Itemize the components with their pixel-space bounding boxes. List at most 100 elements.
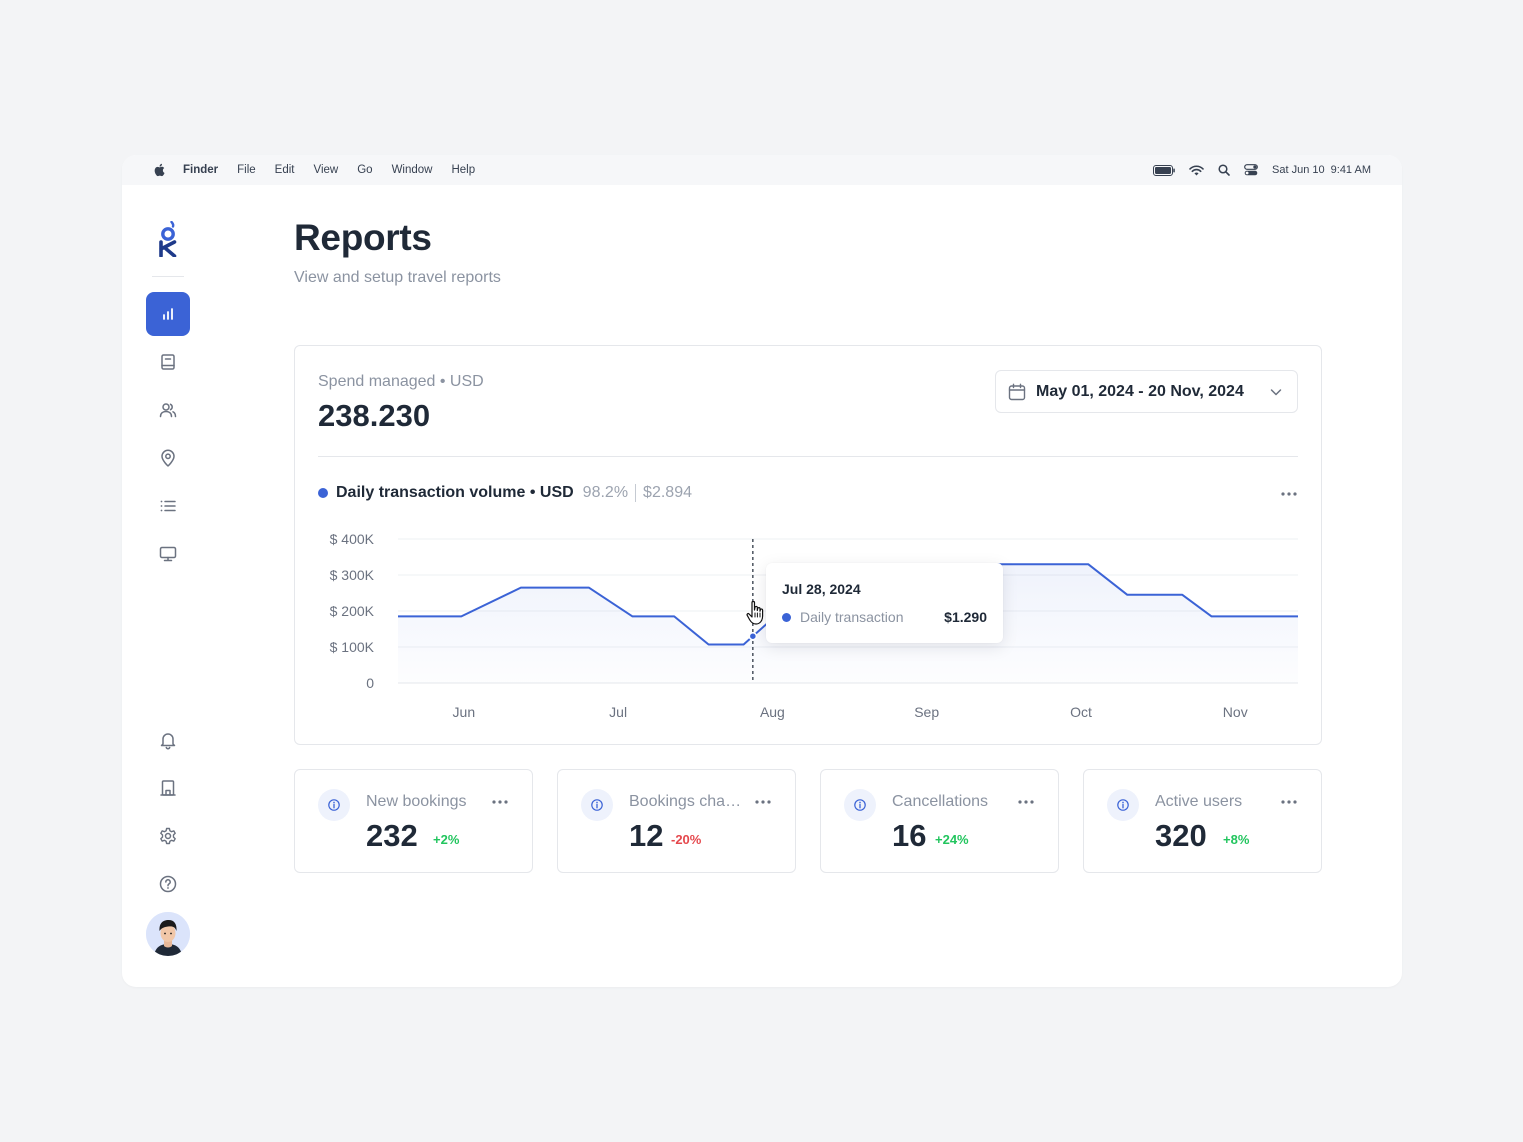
- nav-notifications[interactable]: [146, 718, 190, 762]
- users-icon: [159, 403, 177, 418]
- tooltip-value: $1.290: [944, 609, 987, 625]
- nav-help[interactable]: [146, 862, 190, 906]
- nav-locations[interactable]: [146, 436, 190, 480]
- gear-icon: [160, 827, 176, 845]
- menu-file[interactable]: File: [237, 164, 256, 176]
- stat-info-badge: [581, 789, 613, 821]
- menu-window[interactable]: Window: [391, 164, 433, 176]
- apple-icon[interactable]: [153, 163, 165, 177]
- monitor-icon: [159, 546, 177, 562]
- legend-amount: $2.894: [643, 484, 692, 501]
- stat-info-badge: [844, 789, 876, 821]
- nav-travelers[interactable]: [146, 388, 190, 432]
- menu-edit[interactable]: Edit: [274, 164, 295, 176]
- list-icon: [160, 500, 176, 512]
- y-tick-label: $ 100K: [330, 639, 375, 655]
- chevron-down-icon: [1270, 389, 1282, 396]
- control-center-icon[interactable]: [1244, 164, 1258, 176]
- stat-label: Cancellations: [892, 793, 989, 810]
- user-avatar-icon: [146, 912, 190, 956]
- spend-value: 238.230: [318, 398, 431, 433]
- stat-value: 16: [892, 818, 927, 853]
- stat-more-icon[interactable]: [1280, 799, 1298, 805]
- info-icon: [854, 799, 866, 811]
- book-icon: [161, 354, 175, 370]
- spend-label: Spend managed • USD: [318, 373, 484, 390]
- chart-more-icon[interactable]: [1280, 491, 1298, 497]
- stat-change: +24%: [935, 832, 969, 847]
- battery-icon[interactable]: [1153, 164, 1175, 176]
- spend-card: Spend managed • USD 238.230 May 01, 2024…: [294, 345, 1322, 745]
- x-axis: Jun Jul Aug Sep Oct Nov: [453, 704, 1248, 720]
- status-area: Sat Jun 10 9:41 AM: [1153, 155, 1371, 185]
- legend-pct: 98.2%: [582, 484, 629, 501]
- tooltip-row: Daily transaction $1.290: [782, 609, 987, 625]
- x-tick-label: Jul: [609, 704, 627, 720]
- chart-tooltip: Jul 28, 2024 Daily transaction $1.290: [766, 563, 1003, 643]
- building-icon: [160, 780, 176, 796]
- map-pin-icon: [161, 449, 175, 467]
- stat-card-new-bookings[interactable]: New bookings 232 +2%: [294, 769, 533, 873]
- stat-card-cancellations[interactable]: Cancellations 16 +24%: [820, 769, 1059, 873]
- nav-lists[interactable]: [146, 484, 190, 528]
- stat-more-icon[interactable]: [754, 799, 772, 805]
- date-range-picker[interactable]: May 01, 2024 - 20 Nov, 2024: [995, 370, 1298, 413]
- clock-date: Sat Jun 10: [1272, 164, 1325, 176]
- menu-view[interactable]: View: [313, 164, 339, 176]
- stat-card-bookings-changes[interactable]: Bookings changes 12 -20%: [557, 769, 796, 873]
- clock[interactable]: Sat Jun 10 9:41 AM: [1272, 164, 1371, 176]
- card-divider: [318, 456, 1298, 457]
- sidebar: [122, 185, 214, 987]
- stat-change: +2%: [433, 832, 460, 847]
- date-range-text: May 01, 2024 - 20 Nov, 2024: [1036, 382, 1244, 400]
- legend-dot: [318, 488, 328, 498]
- tooltip-date: Jul 28, 2024: [782, 581, 861, 597]
- stat-more-icon[interactable]: [1017, 799, 1035, 805]
- stat-value: 232: [366, 818, 418, 853]
- stat-change: -20%: [671, 832, 702, 847]
- stat-label: Bookings changes: [629, 793, 746, 810]
- avatar[interactable]: [146, 912, 190, 956]
- nav-bookings[interactable]: [146, 340, 190, 384]
- legend-separator: [635, 484, 637, 502]
- x-tick-label: Oct: [1070, 704, 1092, 720]
- y-axis: $ 400K $ 300K $ 200K $ 100K 0: [330, 531, 375, 691]
- nav-company[interactable]: [146, 766, 190, 810]
- menubar: Finder File Edit View Go Window Help: [122, 155, 1402, 185]
- legend-series-name: Daily transaction volume • USD: [336, 484, 574, 501]
- hand-cursor-icon: [746, 600, 764, 625]
- tooltip-label: Daily transaction: [800, 609, 904, 625]
- menu-help[interactable]: Help: [451, 164, 476, 176]
- wifi-icon[interactable]: [1189, 164, 1204, 176]
- info-icon: [1117, 799, 1129, 811]
- info-icon: [328, 799, 340, 811]
- nav-display[interactable]: [146, 532, 190, 576]
- tooltip-dot: [782, 612, 791, 622]
- stat-label: Active users: [1155, 793, 1243, 810]
- stat-more-icon[interactable]: [491, 799, 509, 805]
- help-circle-icon: [159, 875, 177, 893]
- y-tick-label: $ 200K: [330, 603, 375, 619]
- app-logo-icon[interactable]: [158, 221, 178, 257]
- menu-list: Finder File Edit View Go Window Help: [183, 155, 494, 185]
- stat-value: 12: [629, 818, 664, 853]
- stat-info-badge: [318, 789, 350, 821]
- search-icon[interactable]: [1218, 164, 1230, 176]
- chart-legend: Daily transaction volume • USD 98.2% $2.…: [318, 484, 692, 502]
- x-tick-label: Nov: [1223, 704, 1248, 720]
- nav-settings[interactable]: [146, 814, 190, 858]
- menu-finder[interactable]: Finder: [183, 164, 219, 176]
- logo-divider: [152, 276, 184, 277]
- menu-go[interactable]: Go: [357, 164, 373, 176]
- stat-info-badge: [1107, 789, 1139, 821]
- y-tick-label: $ 300K: [330, 567, 375, 583]
- info-icon: [591, 799, 603, 811]
- stat-card-active-users[interactable]: Active users 320 +8%: [1083, 769, 1322, 873]
- app-window: Finder File Edit View Go Window Help: [122, 155, 1402, 987]
- stat-label: New bookings: [366, 793, 467, 810]
- x-tick-label: Sep: [914, 704, 939, 720]
- bar-chart-icon: [163, 308, 173, 320]
- page-subtitle: View and setup travel reports: [294, 269, 501, 286]
- stat-change: +8%: [1223, 832, 1250, 847]
- nav-reports[interactable]: [146, 292, 190, 336]
